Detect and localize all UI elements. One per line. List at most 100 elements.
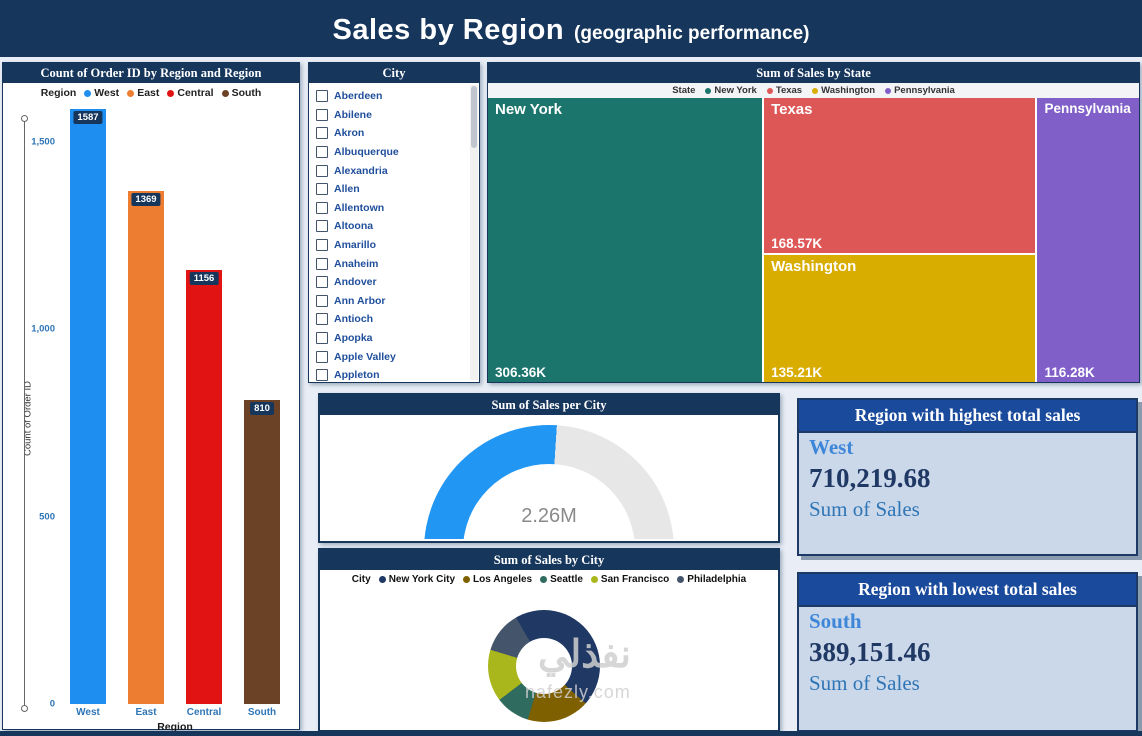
treemap-tile-name: New York	[495, 101, 562, 118]
gauge-panel: Sum of Sales per City 2.26M	[318, 393, 780, 543]
legend-item-texas[interactable]: Texas	[767, 85, 802, 96]
slicer-item-abilene[interactable]: Abilene	[316, 106, 467, 125]
legend-swatch-icon	[222, 90, 229, 97]
checkbox-icon[interactable]	[316, 313, 328, 325]
checkbox-icon[interactable]	[316, 239, 328, 251]
slicer-item-altoona[interactable]: Altoona	[316, 217, 467, 236]
legend-item-pennsylvania[interactable]: Pennsylvania	[885, 85, 955, 96]
donut-legend: City New York City Los Angeles Seattle San …	[320, 574, 778, 585]
checkbox-icon[interactable]	[316, 165, 328, 177]
legend-item-new-york-city[interactable]: New York City	[379, 574, 455, 585]
slicer-item-antioch[interactable]: Antioch	[316, 310, 467, 329]
card-lowest-caption: Sum of Sales	[809, 671, 1126, 696]
legend-swatch-icon	[767, 88, 773, 94]
legend-item-west[interactable]: West	[84, 87, 119, 99]
treemap-tile-texas[interactable]: Texas168.57K	[764, 98, 1035, 253]
bar-column-south: 810South	[236, 104, 288, 704]
slicer-scrollbar[interactable]	[470, 85, 478, 380]
checkbox-icon[interactable]	[316, 351, 328, 363]
legend-item-seattle[interactable]: Seattle	[540, 574, 583, 585]
slicer-item-aberdeen[interactable]: Aberdeen	[316, 87, 467, 106]
card-highest-region: West	[809, 435, 1126, 460]
legend-swatch-icon	[379, 576, 386, 583]
checkbox-icon[interactable]	[316, 332, 328, 344]
legend-item-south[interactable]: South	[222, 87, 262, 99]
slicer-item-label: Antioch	[334, 313, 373, 325]
page-subtitle: (geographic performance)	[574, 23, 809, 45]
bar-column-west: 1587West	[62, 104, 114, 704]
slicer-item-apopka[interactable]: Apopka	[316, 329, 467, 348]
slicer-item-amarillo[interactable]: Amarillo	[316, 236, 467, 255]
slicer-item-alexandria[interactable]: Alexandria	[316, 161, 467, 180]
slicer-item-albuquerque[interactable]: Albuquerque	[316, 143, 467, 162]
slicer-item-ann-arbor[interactable]: Ann Arbor	[316, 292, 467, 311]
bar-column-east: 1369East	[120, 104, 172, 704]
slicer-item-label: Abilene	[334, 109, 372, 121]
checkbox-icon[interactable]	[316, 220, 328, 232]
treemap-tile-pennsylvania[interactable]: Pennsylvania116.28K	[1037, 98, 1139, 382]
donut-panel: Sum of Sales by City City New York CityL…	[318, 548, 780, 732]
legend-swatch-icon	[540, 576, 547, 583]
card-lowest-sales: Region with lowest total sales South 389…	[797, 572, 1138, 732]
slicer-item-anaheim[interactable]: Anaheim	[316, 254, 467, 273]
legend-label: Texas	[776, 85, 802, 96]
treemap-tile-new-york[interactable]: New York306.36K	[488, 98, 762, 382]
slicer-item-apple-valley[interactable]: Apple Valley	[316, 347, 467, 366]
slicer-item-label: Apple Valley	[334, 351, 396, 363]
bar-east[interactable]: 1369	[128, 191, 164, 704]
treemap-tile-value: 135.21K	[771, 365, 822, 380]
legend-item-central[interactable]: Central	[167, 87, 213, 99]
checkbox-icon[interactable]	[316, 369, 328, 381]
checkbox-icon[interactable]	[316, 109, 328, 121]
gauge-value: 2.26M	[424, 505, 674, 528]
slicer-item-allentown[interactable]: Allentown	[316, 199, 467, 218]
legend-swatch-icon	[705, 88, 711, 94]
card-lowest-region: South	[809, 609, 1126, 634]
bar-west[interactable]: 1587	[70, 109, 106, 704]
legend-label: Los Angeles	[473, 574, 532, 585]
y-tick-label: 1,000	[31, 324, 55, 335]
legend-item-washington[interactable]: Washington	[812, 85, 875, 96]
card-lowest-value: 389,151.46	[809, 637, 1126, 668]
legend-swatch-icon	[167, 90, 174, 97]
slicer-scrollbar-thumb[interactable]	[471, 86, 477, 148]
legend-item-new-york[interactable]: New York	[705, 85, 756, 96]
slicer-item-akron[interactable]: Akron	[316, 124, 467, 143]
legend-item-east[interactable]: East	[127, 87, 159, 99]
legend-swatch-icon	[84, 90, 91, 97]
x-axis-tick-label: South	[236, 707, 288, 718]
bar-central[interactable]: 1156	[186, 270, 222, 704]
slicer-item-label: Albuquerque	[334, 146, 399, 158]
bar-legend: Region WestEastCentralSouth	[3, 87, 299, 99]
legend-item-san-francisco[interactable]: San Francisco	[591, 574, 669, 585]
slicer-item-appleton[interactable]: Appleton	[316, 366, 467, 385]
treemap-tile-value: 168.57K	[771, 236, 822, 251]
checkbox-icon[interactable]	[316, 258, 328, 270]
treemap-tile-name: Pennsylvania	[1044, 101, 1130, 116]
bar-south[interactable]: 810	[244, 400, 280, 704]
checkbox-icon[interactable]	[316, 146, 328, 158]
city-slicer-list: Aberdeen Abilene Akron Albuquerque Alexandri…	[309, 83, 479, 382]
slicer-item-allen[interactable]: Allen	[316, 180, 467, 199]
donut-legend-title: City	[352, 574, 371, 585]
legend-label: West	[94, 87, 119, 99]
treemap-tile-washington[interactable]: Washington135.21K	[764, 255, 1035, 382]
bar-chart-body: Region WestEastCentralSouth Count of Ord…	[3, 83, 299, 729]
checkbox-icon[interactable]	[316, 202, 328, 214]
slicer-item-label: Andover	[334, 276, 377, 288]
slicer-item-label: Amarillo	[334, 239, 376, 251]
checkbox-icon[interactable]	[316, 90, 328, 102]
donut-body: City New York City Los Angeles Seattle San …	[320, 570, 778, 732]
legend-item-los-angeles[interactable]: Los Angeles	[463, 574, 532, 585]
bottom-accent-bar	[0, 731, 1142, 736]
slicer-item-andover[interactable]: Andover	[316, 273, 467, 292]
slicer-item-label: Apopka	[334, 332, 373, 344]
donut-chart[interactable]	[488, 610, 600, 722]
legend-item-philadelphia[interactable]: Philadelphia	[677, 574, 746, 585]
checkbox-icon[interactable]	[316, 183, 328, 195]
checkbox-icon[interactable]	[316, 295, 328, 307]
checkbox-icon[interactable]	[316, 127, 328, 139]
slicer-item-label: Anaheim	[334, 258, 378, 270]
checkbox-icon[interactable]	[316, 276, 328, 288]
legend-label: New York City	[389, 574, 455, 585]
